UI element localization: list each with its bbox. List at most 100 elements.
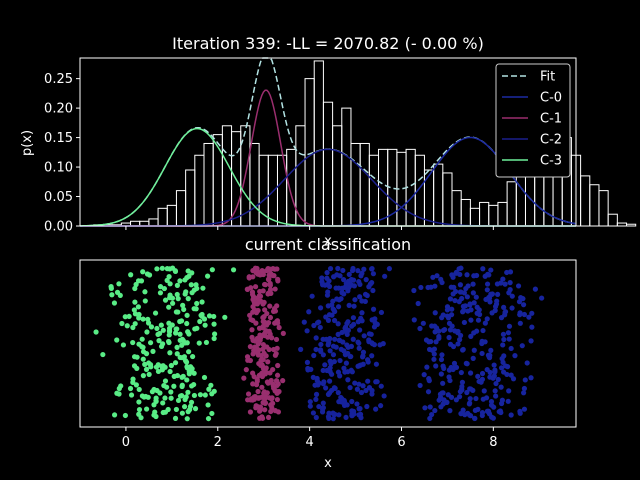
legend-label: C-3 bbox=[540, 154, 562, 169]
scatter-point bbox=[493, 393, 499, 399]
scatter-point bbox=[461, 290, 467, 296]
scatter-point bbox=[265, 414, 272, 420]
scatter-point bbox=[142, 298, 148, 304]
scatter-point bbox=[179, 393, 185, 399]
scatter-point bbox=[360, 383, 366, 389]
scatter-point bbox=[93, 329, 99, 335]
scatter-point bbox=[130, 339, 136, 346]
scatter-point bbox=[260, 346, 266, 352]
scatter-point bbox=[506, 388, 512, 394]
scatter-point bbox=[189, 383, 195, 389]
scatter-point bbox=[356, 345, 362, 351]
scatter-point bbox=[154, 387, 160, 394]
scatter-point bbox=[177, 278, 183, 284]
scatter-point bbox=[464, 272, 470, 278]
scatter-point bbox=[478, 379, 484, 385]
scatter-point bbox=[517, 408, 523, 414]
scatter-point bbox=[364, 403, 370, 410]
scatter-point bbox=[517, 310, 523, 316]
scatter-point bbox=[164, 266, 170, 272]
scatter-point bbox=[127, 385, 134, 392]
scatter-point bbox=[451, 360, 458, 366]
scatter-point bbox=[349, 411, 355, 418]
scatter-point bbox=[422, 405, 428, 411]
scatter-point bbox=[459, 386, 465, 392]
scatter-point bbox=[458, 265, 464, 271]
scatter-point bbox=[504, 371, 510, 378]
scatter-point bbox=[438, 356, 445, 363]
scatter-point bbox=[128, 272, 134, 278]
density-y-axis-label: p(x) bbox=[20, 130, 35, 156]
scatter-point bbox=[411, 287, 417, 294]
scatter-point bbox=[528, 375, 534, 381]
scatter-point bbox=[265, 359, 271, 365]
scatter-point bbox=[489, 414, 495, 420]
scatter-point bbox=[426, 378, 432, 384]
scatter-point bbox=[155, 331, 161, 338]
scatter-point bbox=[382, 273, 388, 279]
scatter-point bbox=[327, 348, 333, 354]
scatter-point bbox=[446, 367, 452, 373]
scatter-point bbox=[355, 339, 361, 345]
scatter-point bbox=[335, 390, 341, 396]
scatter-point bbox=[468, 333, 474, 339]
scatter-point bbox=[335, 321, 341, 327]
scatter-point bbox=[171, 383, 177, 389]
scatter-point bbox=[173, 326, 179, 332]
scatter-point bbox=[175, 397, 182, 404]
scatter-point bbox=[169, 322, 175, 328]
scatter-point bbox=[421, 372, 427, 378]
scatter-point bbox=[520, 296, 526, 302]
scatter-point bbox=[423, 337, 430, 343]
scatter-point bbox=[425, 389, 432, 395]
scatter-point bbox=[250, 370, 256, 376]
scatter-point bbox=[144, 406, 150, 412]
scatter-point bbox=[473, 294, 479, 300]
scatter-point bbox=[140, 316, 146, 322]
scatter-point bbox=[252, 284, 259, 290]
scatter-point bbox=[346, 302, 352, 308]
scatter-point bbox=[186, 273, 192, 279]
scatter-point bbox=[301, 319, 307, 325]
scatter-point bbox=[321, 379, 327, 385]
scatter-point bbox=[452, 297, 458, 304]
scatter-point bbox=[526, 314, 532, 320]
scatter-point bbox=[339, 396, 345, 402]
histogram-bar bbox=[460, 198, 471, 227]
scatter-point bbox=[280, 330, 286, 336]
scatter-point bbox=[205, 273, 211, 279]
scatter-point bbox=[211, 335, 217, 342]
scatter-point bbox=[254, 301, 260, 307]
scatter-point bbox=[487, 369, 493, 376]
scatter-point bbox=[212, 331, 218, 337]
scatter-point bbox=[502, 312, 508, 318]
scatter-point bbox=[370, 271, 376, 277]
classification-x-axis-label: x bbox=[324, 456, 332, 471]
scatter-point bbox=[330, 416, 336, 422]
scatter-point bbox=[194, 300, 200, 307]
scatter-point bbox=[370, 306, 377, 312]
scatter-point bbox=[209, 267, 215, 273]
scatter-point bbox=[162, 395, 168, 401]
scatter-point bbox=[241, 375, 247, 381]
scatter-point bbox=[330, 298, 336, 304]
scatter-point bbox=[186, 349, 192, 355]
scatter-point bbox=[184, 320, 190, 327]
scatter-point bbox=[250, 294, 257, 300]
scatter-point bbox=[432, 283, 438, 289]
scatter-point bbox=[334, 296, 340, 302]
scatter-point bbox=[280, 378, 286, 384]
scatter-point bbox=[491, 373, 497, 379]
scatter-point bbox=[161, 382, 167, 389]
scatter-point bbox=[432, 329, 438, 335]
scatter-point bbox=[338, 296, 344, 302]
scatter-point bbox=[453, 397, 459, 403]
scatter-point bbox=[246, 274, 252, 280]
scatter-point bbox=[314, 320, 321, 326]
scatter-point bbox=[172, 415, 179, 421]
scatter-point bbox=[420, 320, 426, 326]
scatter-point bbox=[311, 352, 317, 359]
scatter-point bbox=[250, 309, 256, 315]
scatter-point bbox=[175, 296, 181, 302]
scatter-point bbox=[509, 305, 515, 311]
